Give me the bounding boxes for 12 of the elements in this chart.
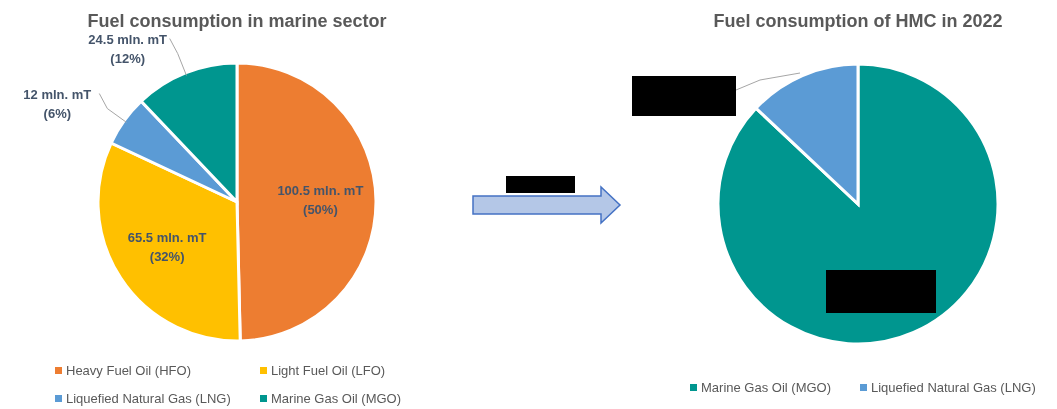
data-label: 12 mln. mT (6%) [23, 86, 92, 121]
legend-label: Liquefied Natural Gas (LNG) [66, 391, 231, 406]
data-label: 24.5 mln. mT (12%) [88, 31, 168, 66]
data-label: 100.5 mln. mT (50%) [277, 183, 364, 218]
data-label: 65.5 mln. mT (32%) [127, 229, 207, 264]
legend-label: Liquefied Natural Gas (LNG) [871, 380, 1036, 395]
chart-title: Fuel consumption of HMC in 2022 [713, 11, 1003, 31]
legend-label: Heavy Fuel Oil (HFO) [66, 363, 191, 378]
legend-label: Marine Gas Oil (MGO) [701, 380, 832, 395]
legend-label: Light Fuel Oil (LFO) [271, 363, 386, 378]
chart-title: Fuel consumption in marine sector [87, 11, 387, 31]
legend-label: Marine Gas Oil (MGO) [271, 391, 402, 406]
